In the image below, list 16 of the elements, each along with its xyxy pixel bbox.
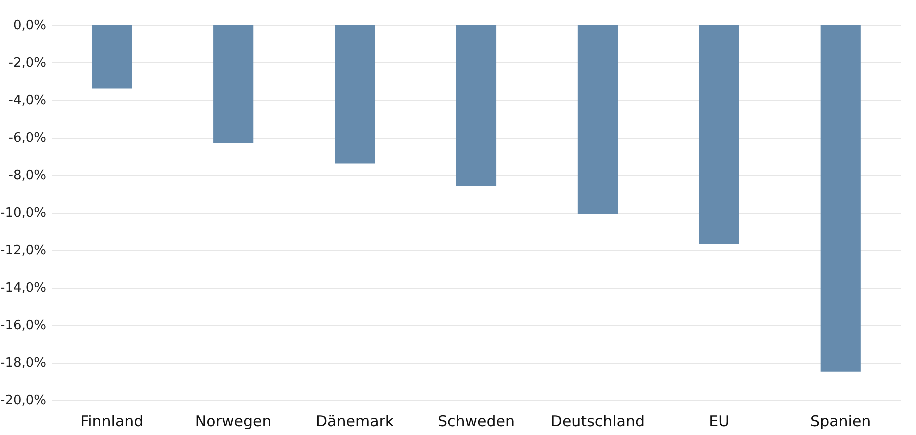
y-tick-label: -14,0% <box>0 281 46 296</box>
x-tick-label: EU <box>709 412 730 430</box>
y-tick-label: -2,0% <box>8 56 46 71</box>
x-tick-label: Finnland <box>80 412 144 430</box>
y-tick-label: -16,0% <box>0 318 46 334</box>
y-tick-label: -20,0% <box>0 394 46 408</box>
y-tick-label: -6,0% <box>8 131 46 146</box>
y-tick-label: -12,0% <box>0 244 46 258</box>
y-tick-label: -10,0% <box>0 206 46 221</box>
y-tick-label: 0,0% <box>13 18 46 34</box>
x-tick-label: Deutschland <box>550 412 646 430</box>
y-tick-label: -18,0% <box>0 356 46 371</box>
y-tick-label: -4,0% <box>8 94 46 108</box>
x-tick-label: Schweden <box>438 412 516 430</box>
y-tick-label: -8,0% <box>8 168 46 184</box>
x-tick-label: Dänemark <box>316 412 394 430</box>
